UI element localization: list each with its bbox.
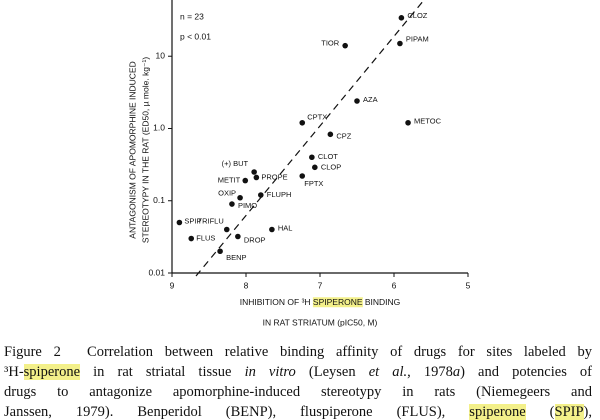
point <box>223 226 230 233</box>
point-label: (+) BUT <box>222 159 249 168</box>
y-tick-label: 0.1 <box>153 195 165 205</box>
point-label: FPTX <box>304 179 323 188</box>
highlighted-text: SPIP <box>554 404 584 420</box>
point <box>253 174 260 181</box>
text: ( <box>525 404 555 420</box>
point-label: METIT <box>218 176 241 185</box>
point-label: CLOT <box>318 152 338 161</box>
text: Figure 2 Correlation between relative bi… <box>4 344 592 360</box>
point-label: CLOZ <box>407 11 427 20</box>
text: in rat striatal tissue <box>80 364 245 380</box>
point <box>269 226 275 233</box>
point-label: SPIP <box>184 216 201 225</box>
caption-line: drugs to antagonize apomorphine-induced … <box>4 382 592 402</box>
point-label: TIOR <box>321 39 339 48</box>
regression-line <box>195 0 425 277</box>
x-label-part: BINDING <box>363 297 401 307</box>
x-tick-label: 6 <box>392 280 397 290</box>
point <box>405 119 411 126</box>
point <box>299 119 306 126</box>
point-label: METOC <box>414 117 442 126</box>
point-label: OXIP <box>218 189 236 198</box>
caption-line: Janssen, 1979). Benperidol (BENP), flusp… <box>4 402 592 420</box>
point-label: FLUPH <box>267 190 292 199</box>
figure: n = 23 p < 0.01 ANTAGONISM OF APOMORPHIN… <box>127 0 471 327</box>
y-tick-label: 1.0 <box>153 123 165 133</box>
highlighted-text: spiperone <box>23 364 81 380</box>
point <box>217 248 223 255</box>
point <box>299 173 306 179</box>
y-axis-label: ANTAGONISM OF APOMORPHINE INDUCED <box>127 61 137 238</box>
annotation: p < 0.01 <box>180 31 211 41</box>
x-label-highlight: SPIPERONE <box>313 297 363 307</box>
point <box>342 42 348 49</box>
x-tick-label: 9 <box>170 280 175 290</box>
point <box>251 169 257 175</box>
point <box>242 177 249 184</box>
caption-line: ³H-spiperone in rat striatal tissue in v… <box>4 362 592 382</box>
point <box>176 219 183 226</box>
text: ) and potencies of <box>460 364 593 380</box>
point-label: CPZ <box>336 131 351 140</box>
text: drugs to antagonize apomorphine-induced … <box>4 384 592 400</box>
point <box>258 192 264 198</box>
x-tick-label: 7 <box>318 280 323 290</box>
point-label: FLUS <box>196 234 215 243</box>
point <box>309 154 315 161</box>
italic-text: a <box>452 364 461 380</box>
y-tick-label: 0.01 <box>148 267 165 277</box>
x-axis-label: IN RAT STRIATUM (pIC50, M) <box>263 317 378 327</box>
point-label: BENP <box>226 253 246 262</box>
highlight <box>312 297 363 308</box>
point-label: PIMO <box>238 201 257 210</box>
point <box>398 15 405 21</box>
point <box>237 194 243 201</box>
italic-text: et al. <box>368 364 408 380</box>
point-label: CPTX <box>307 113 327 122</box>
point <box>397 40 403 47</box>
x-label-part: INHIBITION OF ³H <box>240 297 313 307</box>
y-axis-label: STEREOTYPY IN THE RAT (ED50, µ mole. kg⁻… <box>140 57 150 244</box>
point-label: HAL <box>278 223 293 232</box>
point <box>188 235 195 242</box>
x-axis-label: INHIBITION OF ³H SPIPERONE BINDING <box>240 297 401 307</box>
text: ³H- <box>4 364 24 380</box>
point <box>327 131 334 138</box>
point <box>229 201 235 207</box>
x-tick-label: 5 <box>466 280 471 290</box>
italic-text: in vitro <box>244 364 296 380</box>
caption-line: Figure 2 Correlation between relative bi… <box>4 342 592 362</box>
text: ), <box>583 404 592 420</box>
point-label: AZA <box>363 95 378 104</box>
y-tick-label: 10 <box>156 50 166 60</box>
annotation: n = 23 <box>180 11 204 21</box>
point-label: CLOP <box>321 162 341 171</box>
point-label: DROP <box>244 235 266 244</box>
point <box>354 98 360 104</box>
point-label: PROPE <box>261 172 287 181</box>
highlighted-text: spiperone <box>469 404 526 420</box>
x-tick-label: 8 <box>244 280 249 290</box>
point <box>235 233 241 240</box>
point <box>312 164 318 171</box>
text: Janssen, 1979). Benperidol (BENP), flusp… <box>4 404 470 420</box>
text: , 1978 <box>407 364 453 380</box>
text: (Leysen <box>295 364 369 380</box>
point-label: TRIFLU <box>198 216 224 225</box>
point-label: PIPAM <box>406 34 429 43</box>
